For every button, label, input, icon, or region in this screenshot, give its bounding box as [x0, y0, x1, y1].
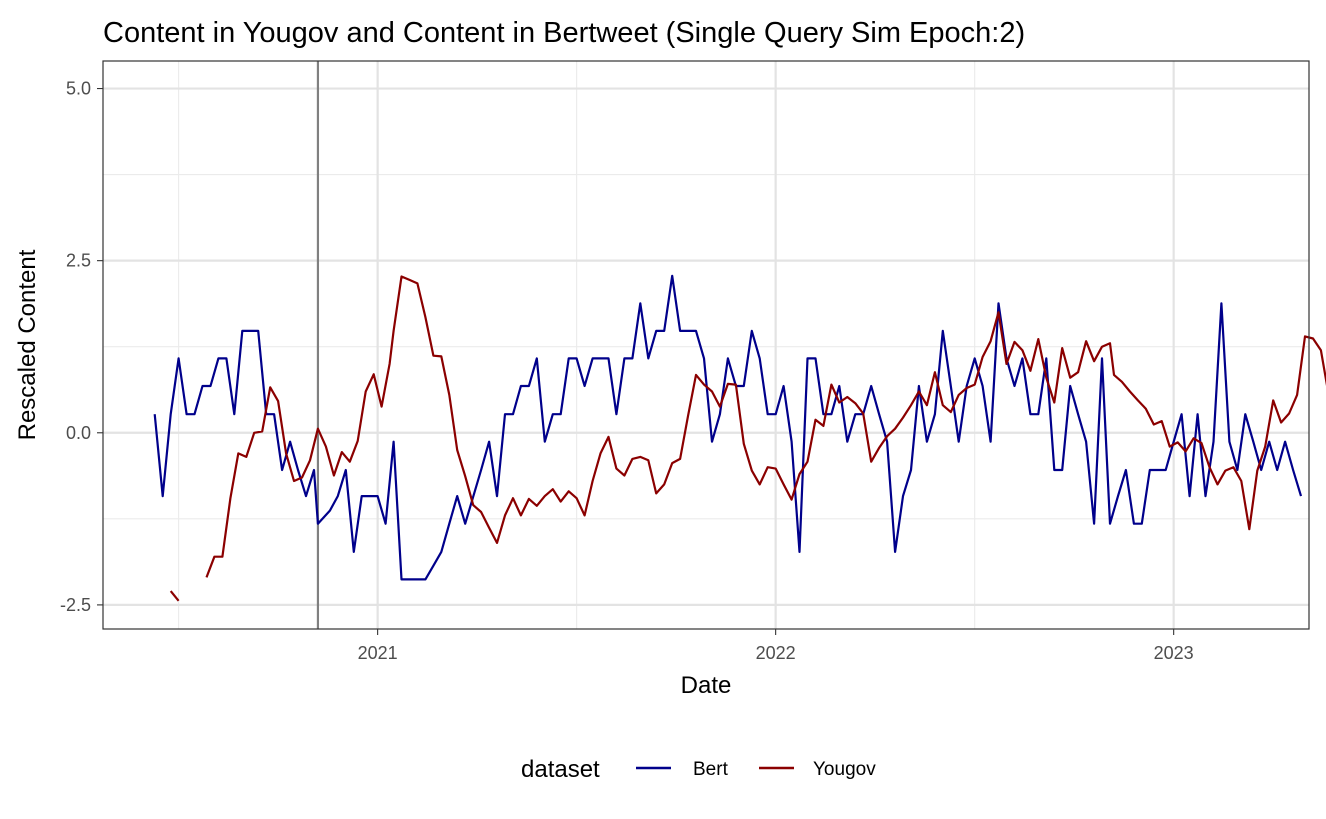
- legend-label-bert: Bert: [693, 759, 729, 780]
- panel-background: [103, 61, 1309, 629]
- chart-title: Content in Yougov and Content in Bertwee…: [103, 17, 1025, 49]
- x-tick-label: 2022: [756, 643, 796, 663]
- x-tick-label: 2023: [1154, 643, 1194, 663]
- x-tick-label: 2021: [358, 643, 398, 663]
- legend: dataset Bert Yougov: [521, 756, 876, 783]
- legend-label-yougov: Yougov: [813, 759, 876, 780]
- y-tick-label: 2.5: [66, 251, 91, 271]
- y-tick-label: 0.0: [66, 423, 91, 443]
- plot-panel: [103, 61, 1326, 629]
- legend-title: dataset: [521, 756, 600, 783]
- y-tick-label: -2.5: [60, 595, 91, 615]
- x-axis-title: Date: [681, 672, 732, 699]
- y-axis-title: Rescaled Content: [14, 249, 41, 440]
- y-tick-label: 5.0: [66, 79, 91, 99]
